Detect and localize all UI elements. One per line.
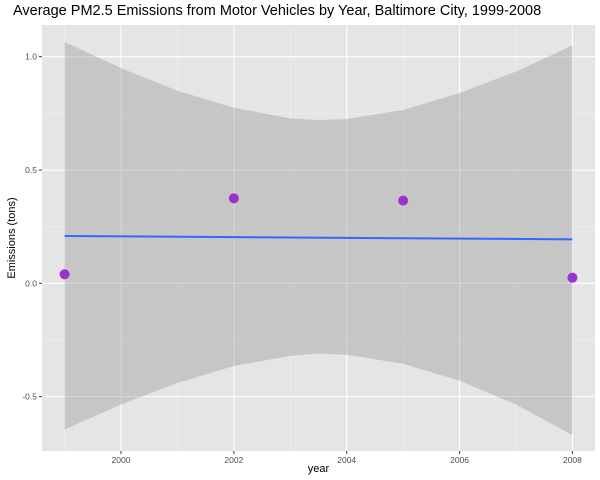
data-points (59, 193, 578, 283)
data-point (228, 193, 239, 204)
y-tick-label: 1.0 (25, 52, 37, 62)
x-tick-label: 2004 (337, 455, 356, 465)
x-tick-label: 2008 (563, 455, 582, 465)
y-tick-label: 0.5 (25, 165, 37, 175)
x-tick-label: 2002 (224, 455, 243, 465)
y-tick-label: 0.0 (25, 278, 37, 288)
chart-title: Average PM2.5 Emissions from Motor Vehic… (13, 3, 541, 19)
y-tick-label: -0.5 (22, 392, 37, 402)
x-axis: 2000 2002 2004 2006 2008 (112, 451, 582, 465)
y-axis: -0.5 0.0 0.5 1.0 (22, 52, 42, 402)
data-point (59, 269, 70, 280)
x-tick-label: 2006 (450, 455, 469, 465)
fit-line (64, 234, 573, 241)
data-point (398, 195, 409, 206)
x-axis-title: year (308, 463, 330, 475)
data-point (567, 272, 578, 283)
x-tick-label: 2000 (112, 455, 131, 465)
y-axis-title: Emissions (tons) (6, 197, 18, 278)
